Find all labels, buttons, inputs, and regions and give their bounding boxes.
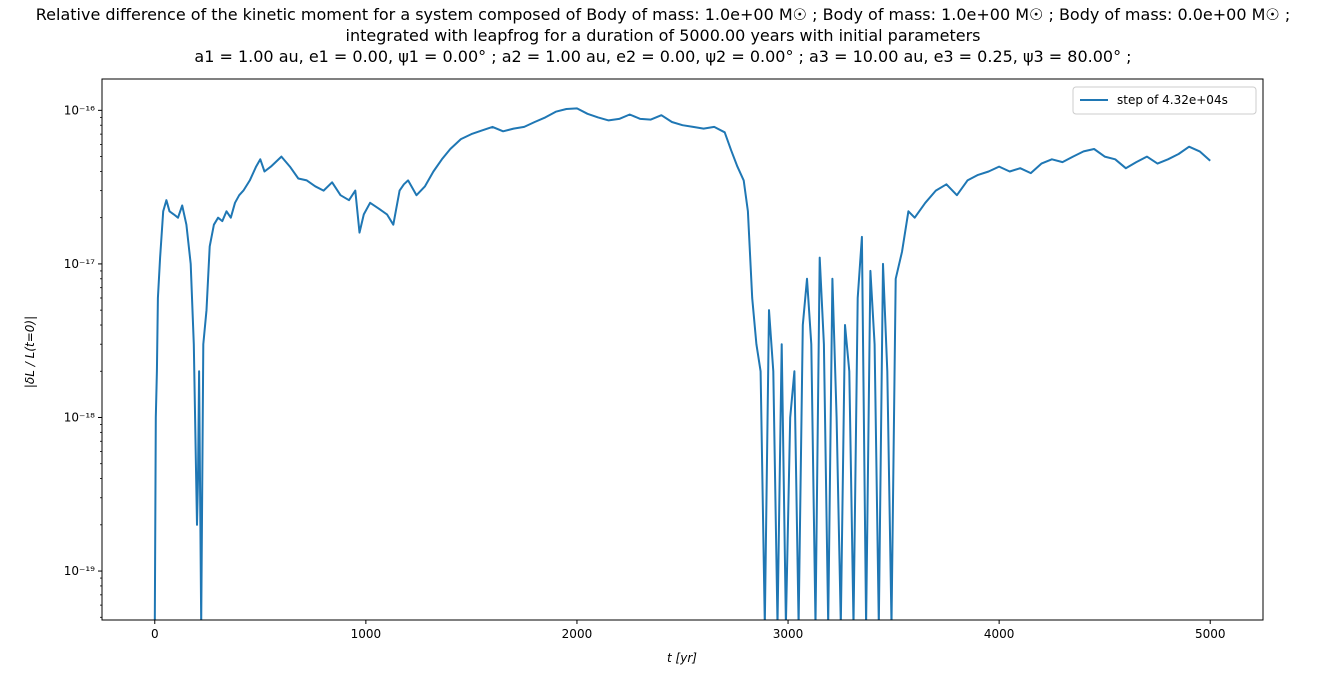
- y-tick-label: 10⁻¹⁶: [64, 103, 95, 117]
- x-tick-label: 4000: [984, 627, 1015, 641]
- series-layer: [153, 107, 1211, 620]
- title-line-3: a1 = 1.00 au, e1 = 0.00, ψ1 = 0.00° ; a2…: [194, 47, 1132, 66]
- y-tick-label: 10⁻¹⁸: [64, 410, 95, 424]
- plot-area: [102, 79, 1263, 620]
- x-axis-label: t [yr]: [667, 651, 697, 665]
- legend: step of 4.32e+04s: [1072, 86, 1257, 115]
- plot-frame: [101, 78, 1264, 621]
- x-tick-label: 3000: [773, 627, 804, 641]
- x-axis: 0 1000 2000 3000 4000 5000: [151, 620, 1226, 641]
- series-line-0: [153, 107, 1211, 620]
- title-line-2: integrated with leapfrog for a duration …: [345, 26, 981, 45]
- x-tick-label: 1000: [351, 627, 382, 641]
- y-tick-label: 10⁻¹⁹: [64, 564, 95, 578]
- y-axis: 10⁻¹⁹ 10⁻¹⁸ 10⁻¹⁷ 10⁻¹⁶: [64, 103, 102, 618]
- x-tick-label: 5000: [1195, 627, 1226, 641]
- x-tick-label: 2000: [562, 627, 593, 641]
- y-axis-label: |δL / L(t=0)|: [23, 316, 37, 388]
- legend-box: [1072, 86, 1257, 115]
- chart-title: Relative difference of the kinetic momen…: [0, 4, 1326, 67]
- title-line-1: Relative difference of the kinetic momen…: [35, 5, 1291, 24]
- x-tick-label: 0: [151, 627, 159, 641]
- legend-label: step of 4.32e+04s: [1117, 93, 1228, 107]
- y-tick-label: 10⁻¹⁷: [64, 257, 95, 271]
